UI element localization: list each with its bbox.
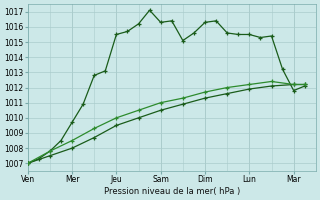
X-axis label: Pression niveau de la mer( hPa ): Pression niveau de la mer( hPa ) <box>104 187 240 196</box>
